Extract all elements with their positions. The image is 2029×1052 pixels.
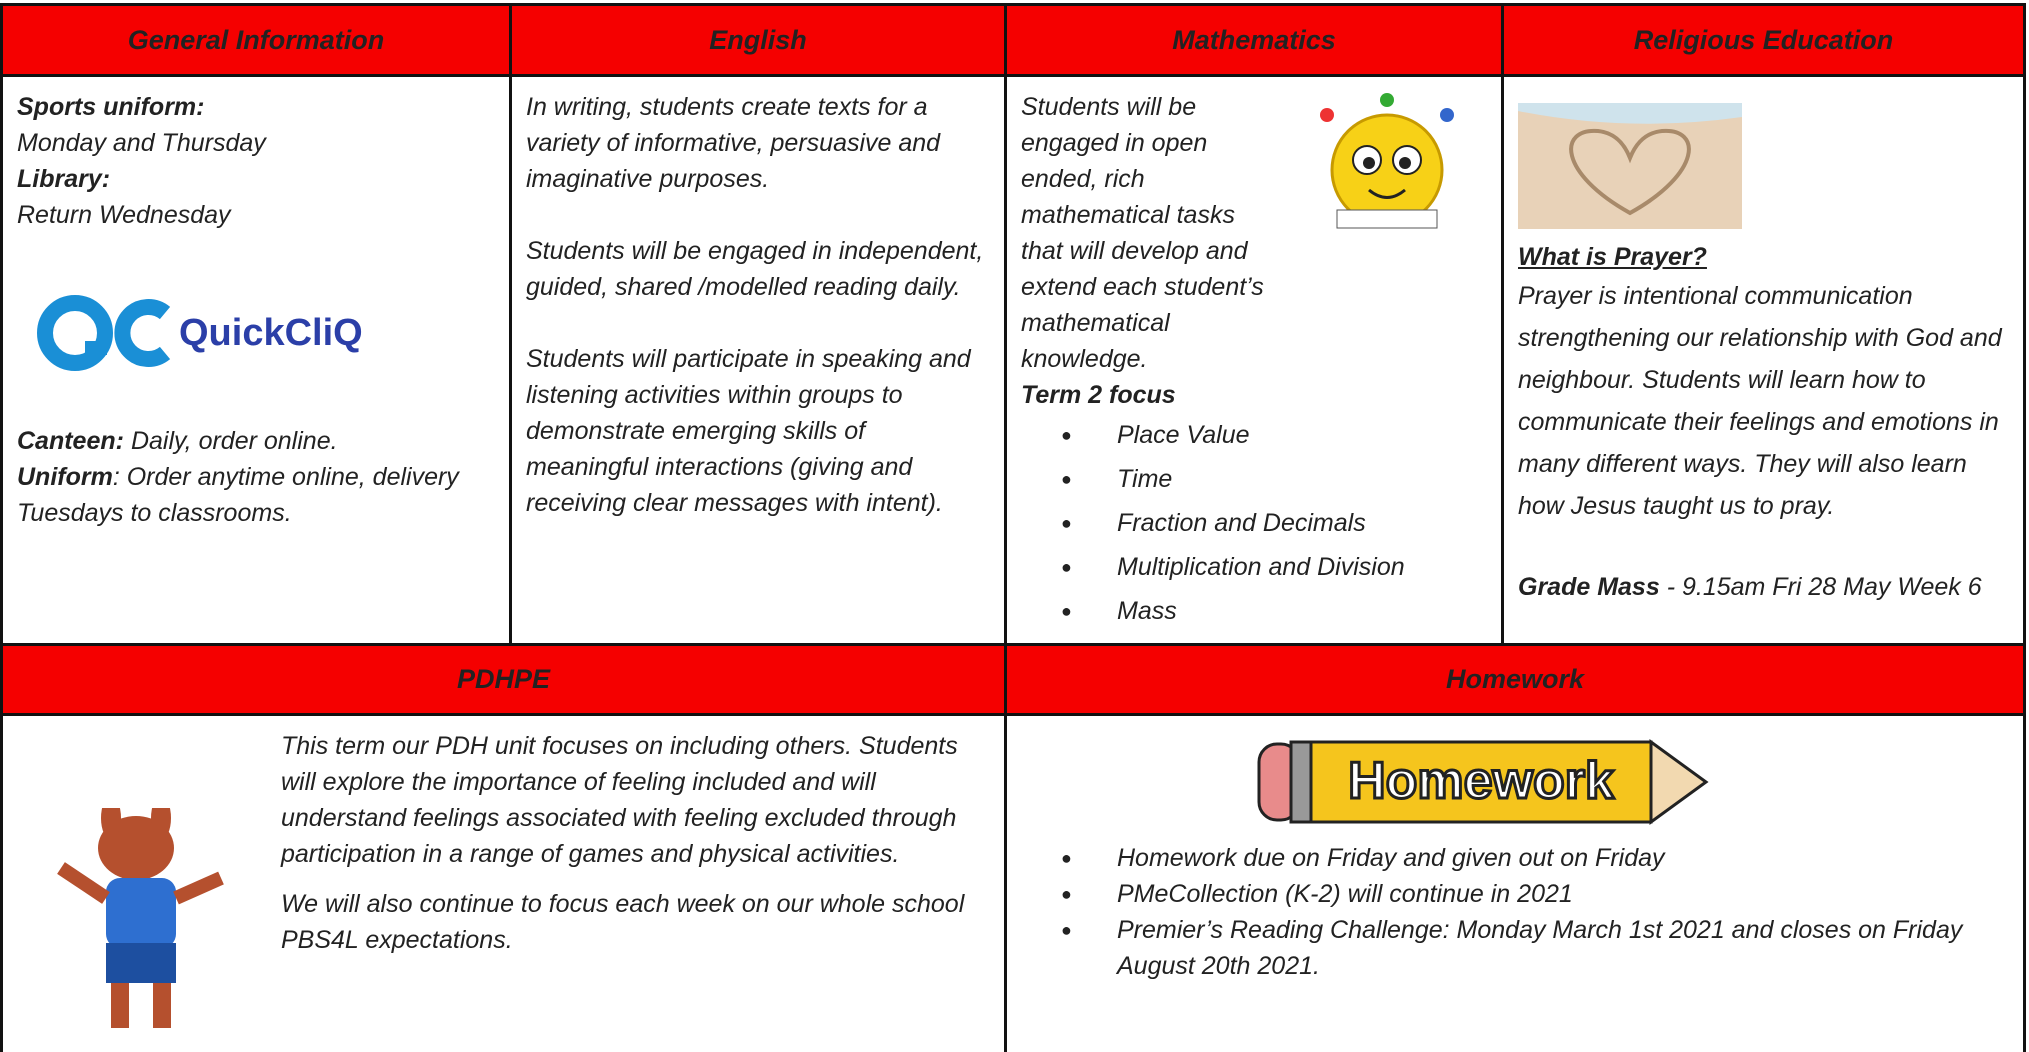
paragraph: We will also continue to focus each week…	[281, 890, 965, 954]
kangaroo-arm	[173, 871, 224, 905]
english-cell: In writing, students create texts for a …	[512, 77, 1004, 643]
header-cell: Religious Education	[1504, 6, 2023, 74]
paragraph: Students will participate in speaking an…	[526, 345, 971, 517]
general-cell: Sports uniform: Monday and Thursday Libr…	[3, 77, 509, 643]
list-item: Place Value	[1061, 413, 1487, 457]
kangaroo-shirt	[106, 878, 176, 948]
header-cell: Homework	[1007, 646, 2023, 713]
newsletter-table: General Information English Mathematics …	[0, 3, 2026, 1052]
list-item: Multiplication and Division	[1061, 545, 1487, 589]
emoji-number	[1440, 108, 1454, 122]
paragraph: This term our PDH unit focuses on includ…	[281, 732, 958, 868]
kangaroo-leg	[153, 983, 171, 1028]
label: Uniform	[17, 463, 113, 491]
pencil-tip	[1649, 739, 1709, 825]
focus-list: Place Value Time Fraction and Decimals M…	[1021, 413, 1487, 643]
math-cell: Students will be engaged in open ended, …	[1007, 77, 1501, 643]
paragraph: In writing, students create texts for a …	[526, 93, 941, 193]
pencil-band	[1289, 740, 1313, 824]
label: Term 2 focus	[1021, 381, 1176, 409]
kangaroo-ear	[151, 808, 171, 840]
header-cell: General Information	[3, 6, 509, 74]
logo-text: QuickCliQ	[179, 312, 363, 354]
header-cell: PDHPE	[3, 646, 1004, 713]
logo-c	[114, 299, 171, 367]
list-item: PMeCollection (K-2) will continue in 202…	[1061, 876, 2009, 912]
kangaroo-leg	[111, 983, 129, 1028]
list-item: Mass	[1061, 589, 1487, 633]
quickcliq-logo: QuickCliQ	[37, 295, 363, 371]
header-cell: Mathematics	[1007, 6, 1501, 74]
text: Daily, order online.	[130, 427, 338, 455]
water	[1518, 103, 1742, 124]
kangaroo-shorts	[106, 943, 176, 983]
label: Grade Mass	[1518, 573, 1660, 601]
emoji-pupil	[1399, 157, 1411, 169]
pdhpe-cell: This term our PDH unit focuses on includ…	[3, 716, 1004, 1052]
emoji-face	[1330, 113, 1444, 227]
header-cell: English	[512, 6, 1004, 74]
list-item: Fraction and Decimals	[1061, 501, 1487, 545]
text: Monday and Thursday	[17, 129, 266, 157]
banner-text: Homework	[1348, 752, 1614, 810]
list-item: Addition and Subtraction	[1061, 633, 1487, 643]
heart	[1569, 128, 1691, 216]
emoji-number	[1320, 108, 1334, 122]
homework-banner: Homework	[1257, 739, 1709, 825]
sand	[1518, 103, 1742, 229]
emoji-number	[1380, 93, 1394, 107]
kangaroo-mascot	[57, 808, 224, 1028]
kangaroo-arm	[57, 862, 110, 904]
label: Canteen:	[17, 427, 124, 455]
emoji-book	[1336, 209, 1438, 229]
homework-list: Homework due on Friday and given out on …	[1021, 840, 2009, 984]
text: Return Wednesday	[17, 201, 231, 229]
emoji-pupil	[1363, 157, 1375, 169]
paragraph: Prayer is intentional communication stre…	[1518, 282, 2002, 520]
logo-ring	[37, 295, 113, 371]
list-item: Homework due on Friday and given out on …	[1061, 840, 2009, 876]
label: Sports uniform:	[17, 93, 205, 121]
homework-cell: Homework Homework due on Friday and give…	[1007, 716, 2023, 1052]
intro: Students will be engaged in open ended, …	[1021, 93, 1264, 373]
paragraph: Students will be engaged in independent,…	[526, 237, 984, 301]
subheading: What is Prayer?	[1518, 243, 1707, 271]
emoji-mouth	[1368, 188, 1406, 199]
text: - 9.15am Fri 28 May Week 6	[1659, 573, 1982, 601]
religious-cell: What is Prayer? Prayer is intentional co…	[1504, 77, 2023, 643]
kangaroo-ear	[101, 808, 121, 840]
list-item: Time	[1061, 457, 1487, 501]
list-item: Premier’s Reading Challenge: Monday Marc…	[1061, 912, 2009, 984]
label: Library:	[17, 165, 111, 193]
sand-heart-image	[1518, 103, 1742, 229]
math-emoji	[1320, 93, 1454, 229]
logo-tail	[85, 341, 107, 355]
text: : Order anytime online, delivery Tuesday…	[17, 463, 459, 527]
